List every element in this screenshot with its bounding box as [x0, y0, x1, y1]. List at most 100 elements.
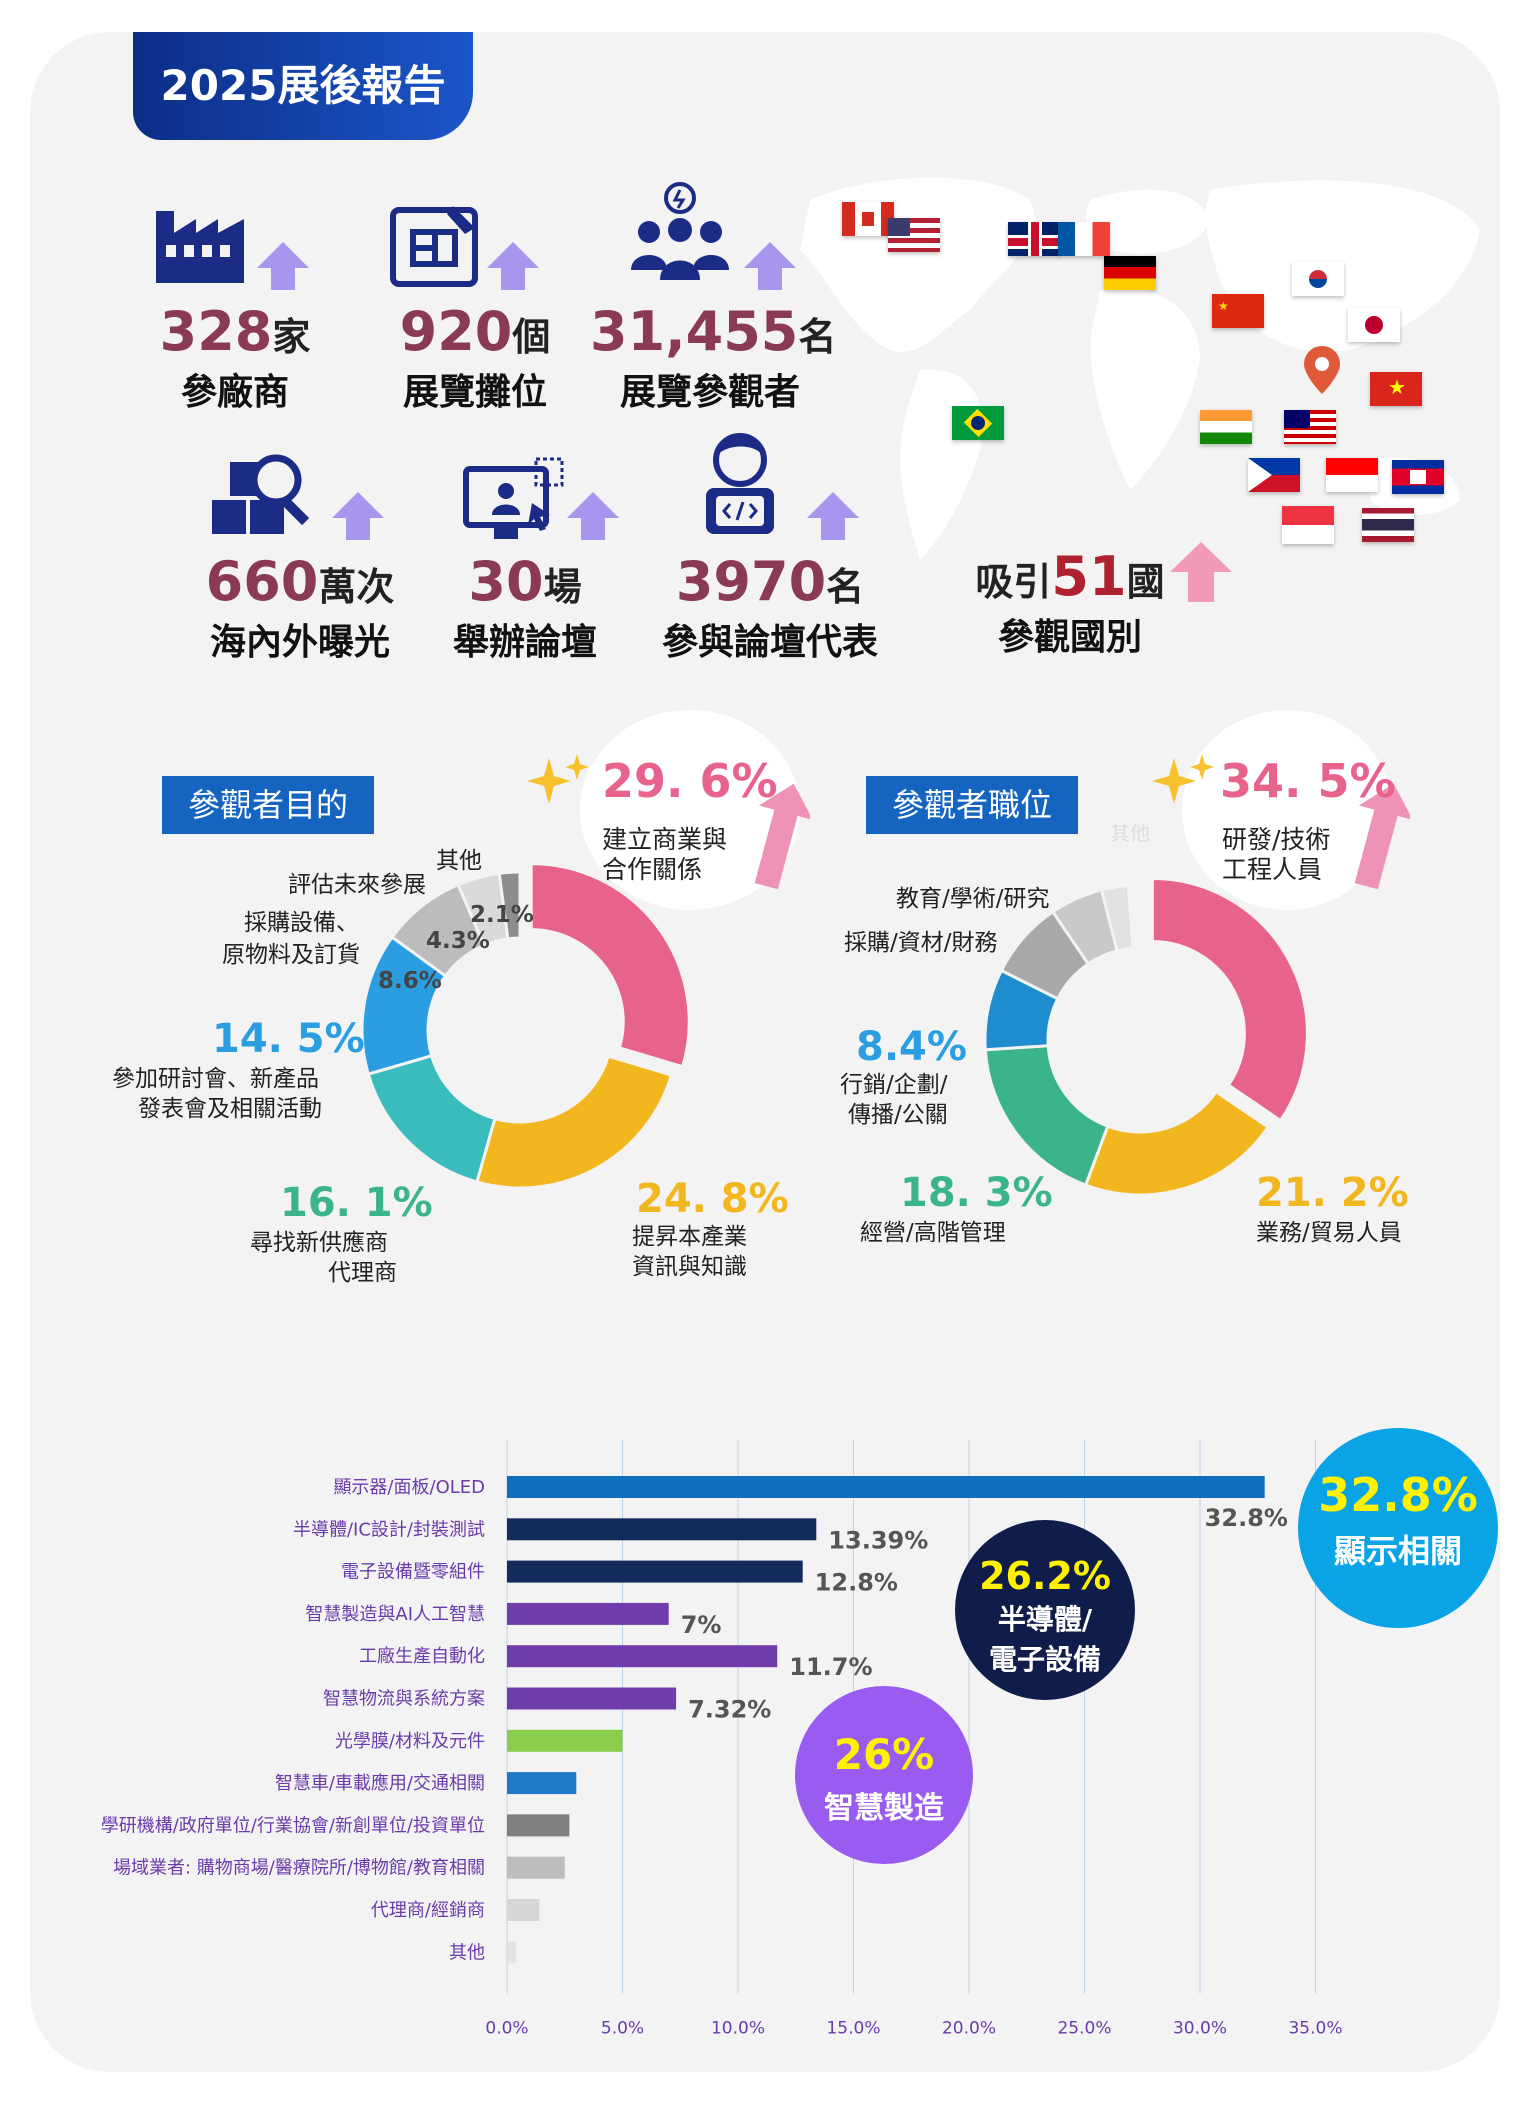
bar-category-label: 半導體/IC設計/封裝測試: [293, 1519, 485, 1540]
developer-person-icon: [690, 430, 790, 544]
stat-booths: 920個 展覽攤位: [380, 300, 570, 415]
stat-number: 660: [205, 550, 319, 613]
callout-pct: 32.8%: [1318, 1468, 1478, 1522]
stat-exposure: 660萬次 海內外曝光: [180, 550, 420, 665]
purpose-industry-pct: 24. 8%: [636, 1176, 789, 1222]
bar: [507, 1687, 677, 1710]
purpose-donut-chart: [360, 862, 691, 1190]
x-tick-label: 30.0%: [1173, 2019, 1227, 2039]
bar: [507, 1814, 570, 1837]
purpose-other-pct: 2.1%: [470, 902, 534, 928]
stat-number: 31,455: [590, 300, 799, 363]
purpose-future-pct: 4.3%: [426, 928, 490, 954]
bar-category-label: 其他: [449, 1942, 485, 1963]
purpose-supplier-label: 尋找新供應商: [250, 1230, 388, 1256]
purpose-highlight-pct: 29. 6%: [602, 754, 778, 808]
x-tick-label: 0.0%: [485, 2019, 528, 2039]
bar-value-label: 7.32%: [688, 1696, 771, 1724]
donut-slice: [983, 1044, 1110, 1188]
increase-arrow-icon: [257, 242, 309, 290]
bar: [507, 1729, 623, 1752]
x-tick-label: 25.0%: [1057, 2019, 1111, 2039]
countries-label: 參觀國別: [997, 617, 1142, 658]
stat-countries: 吸引51國 參觀國別: [950, 545, 1190, 660]
stat-unit: 場: [543, 565, 582, 609]
flag-vietnam: ★: [1370, 372, 1422, 406]
stat-label: 展覽參觀者: [619, 372, 800, 413]
countries-number: 51: [1051, 545, 1127, 608]
purpose-procure-label: 原物料及訂貨: [222, 942, 360, 968]
sparkle-icon: [1152, 754, 1214, 804]
stat-visitors: 31,455名 展覽參觀者: [590, 300, 836, 415]
position-sales-pct: 21. 2%: [1256, 1170, 1409, 1216]
bar: [507, 1476, 1265, 1498]
callout-label: 半導體/: [997, 1603, 1093, 1636]
bar-category-label: 智慧物流與系統方案: [323, 1689, 485, 1710]
purpose-industry-label: 資訊與知識: [632, 1254, 747, 1280]
countries-prefix: 吸引: [975, 560, 1052, 604]
flag-indonesia: [1326, 458, 1378, 492]
callout-smart-manufacturing: 26% 智慧製造: [795, 1686, 973, 1864]
x-tick-label: 5.0%: [601, 2019, 644, 2039]
flag-philippines: [1248, 458, 1300, 492]
bar-value-label: 32.8%: [1205, 1504, 1288, 1532]
bar-value-label: 7%: [681, 1611, 722, 1639]
purpose-procure-pct: 8.6%: [378, 968, 442, 994]
stat-label: 展覽攤位: [402, 372, 547, 413]
increase-arrow-icon: [1170, 542, 1232, 602]
bar: [507, 1560, 803, 1583]
bar-category-label: 工廠生產自動化: [359, 1645, 485, 1667]
bar-value-label: 11.7%: [789, 1653, 872, 1681]
flag-malaysia: [1284, 410, 1336, 444]
flag-usa: [888, 218, 940, 252]
increase-arrow-icon: [567, 492, 619, 540]
magnifier-boxes-icon: [208, 440, 318, 544]
bar: [507, 1772, 577, 1795]
purpose-supplier-pct: 16. 1%: [280, 1180, 433, 1226]
position-marketing-label: 行銷/企劃/: [840, 1072, 948, 1098]
sparkle-icon: [527, 754, 589, 804]
position-highlight-label: 研發/技術: [1222, 825, 1331, 854]
bar-category-label: 智慧製造與AI人工智慧: [305, 1604, 485, 1625]
position-mgmt-pct: 18. 3%: [900, 1170, 1053, 1216]
bar-category-label: 代理商/經銷商: [371, 1900, 485, 1921]
increase-arrow-icon: [744, 242, 796, 290]
industry-bar-chart: 0.0% 5.0% 10.0% 15.0% 20.0% 25.0% 30.0% 35.0% 顯示…: [101, 1440, 1343, 2039]
donut-slice: [1083, 1089, 1271, 1197]
callout-label: 智慧製造: [824, 1791, 944, 1826]
stat-number: 920: [399, 300, 513, 363]
increase-arrow-icon: [807, 492, 859, 540]
position-marketing-pct: 8.4%: [856, 1024, 967, 1070]
purpose-industry-label: 提昇本產業: [632, 1224, 747, 1250]
donut-slice: [529, 862, 691, 1069]
position-edu-label: 教育/學術/研究: [896, 886, 1050, 912]
x-tick-label: 10.0%: [711, 2019, 765, 2039]
flag-china: ★: [1212, 294, 1264, 328]
flag-cambodia: [1392, 460, 1444, 494]
purpose-highlight-label: 合作關係: [602, 855, 703, 884]
flag-thailand: [1362, 508, 1414, 542]
flag-singapore: [1282, 506, 1334, 544]
position-sales-label: 業務/貿易人員: [1256, 1220, 1402, 1246]
donut-slice: [497, 870, 522, 941]
bar-value-label: 12.8%: [815, 1569, 898, 1597]
stat-label: 參與論壇代表: [661, 622, 878, 663]
countries-suffix: 國: [1126, 560, 1165, 604]
stat-unit: 家: [272, 315, 311, 359]
bar: [507, 1856, 565, 1879]
stat-forums: 30場 舉辦論壇: [420, 550, 630, 665]
callout-label: 顯示相關: [1333, 1532, 1462, 1570]
bar-value-label: 13.39%: [828, 1526, 928, 1554]
purpose-seminar-label: 發表會及相關活動: [138, 1096, 322, 1122]
stat-exhibitors: 328家 參廠商: [140, 300, 330, 415]
callout-pct: 26.2%: [979, 1554, 1111, 1598]
bar-category-label: 顯示器/面板/OLED: [333, 1477, 485, 1498]
position-highlight-pct: 34. 5%: [1220, 754, 1396, 808]
increase-arrow-icon: [332, 492, 384, 540]
x-tick-label: 15.0%: [826, 2019, 880, 2039]
stat-number: 3970: [675, 550, 827, 613]
stat-number: 328: [159, 300, 273, 363]
stat-label: 舉辦論壇: [452, 622, 597, 663]
position-heading: 參觀者職位: [866, 776, 1079, 834]
flag-india: [1200, 410, 1252, 444]
